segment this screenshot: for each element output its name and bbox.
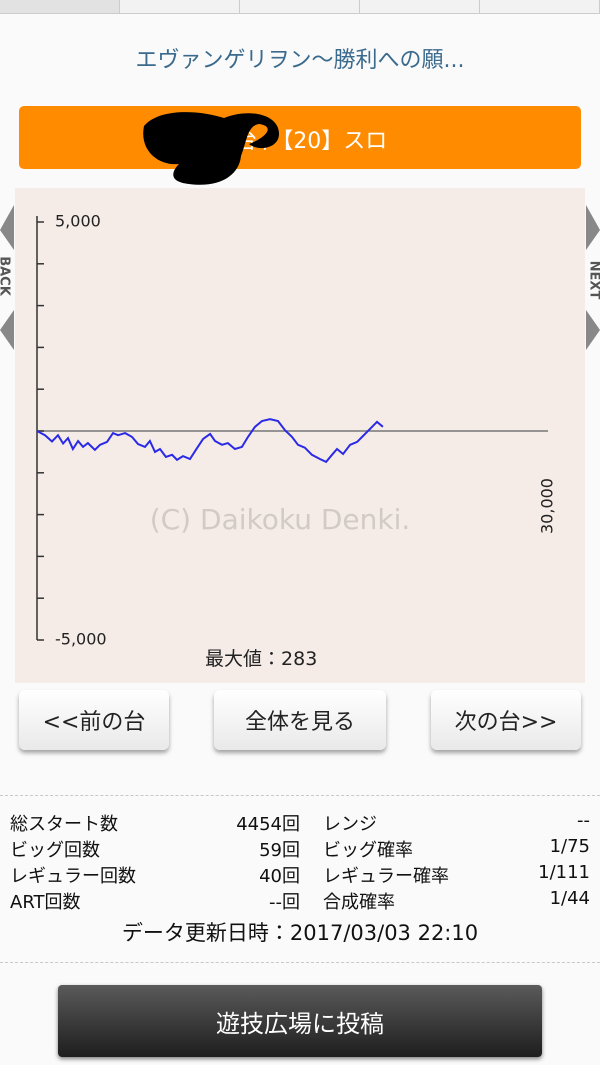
max-label: 最大値：283 xyxy=(205,648,317,670)
arrow xyxy=(586,310,600,350)
stat-value: --回 xyxy=(269,892,300,913)
arrow xyxy=(586,205,600,250)
stat-label: レギュラー回数 xyxy=(10,866,136,887)
stat-label: レンジ xyxy=(323,814,377,835)
stat-label: ART回数 xyxy=(10,892,81,913)
y-tick-label: 5,000 xyxy=(55,212,101,231)
data-line xyxy=(36,418,384,464)
stat-label: ビッグ確率 xyxy=(323,840,413,861)
watermark: (C) Daikoku Denki. xyxy=(150,503,411,536)
stat-label: 総スタート数 xyxy=(10,814,118,835)
scribble xyxy=(143,112,279,185)
chart: (C) Daikoku Denki. 5,000 -5,000 30,000 最大値：… xyxy=(15,188,585,683)
all-button[interactable]: 全体を見る xyxy=(214,690,386,750)
arrow xyxy=(0,205,14,250)
stat-label: レギュラー確率 xyxy=(323,866,449,887)
post-button[interactable]: 遊技広場に投稿 xyxy=(58,985,542,1057)
machine-title: エヴァンゲリヲン〜勝利への願... xyxy=(135,48,465,73)
arrow xyxy=(0,310,14,350)
stat-value: 59回 xyxy=(259,840,300,861)
update-time: データ更新日時：2017/03/03 22:10 xyxy=(121,921,479,945)
back-arrow[interactable]: BACK xyxy=(0,200,16,360)
next-label: NEXT xyxy=(587,261,600,300)
stat-value: 40回 xyxy=(259,866,300,887)
redaction xyxy=(143,112,279,185)
x-tick-label: 30,000 xyxy=(538,478,557,534)
max-label-text: 最大値： xyxy=(205,648,281,670)
separator xyxy=(0,795,600,796)
tab[interactable] xyxy=(360,0,480,14)
stat-value: 1/75 xyxy=(549,836,590,857)
stat-label: 合成確率 xyxy=(323,892,395,913)
stat-value: 1/111 xyxy=(538,862,590,883)
stat-value: 1/44 xyxy=(549,888,590,909)
next-button[interactable]: 次の台>> xyxy=(431,690,581,750)
tab[interactable] xyxy=(480,0,600,14)
next-arrow[interactable]: NEXT xyxy=(584,200,600,360)
prev-button[interactable]: <<前の台 xyxy=(19,690,169,750)
max-value: 283 xyxy=(281,648,317,670)
stat-value: -- xyxy=(577,810,590,831)
separator xyxy=(0,962,600,963)
tab[interactable] xyxy=(240,0,360,14)
y-tick-label: -5,000 xyxy=(55,630,107,649)
machine-bar: 番台 /【20】スロ xyxy=(19,106,581,185)
tab[interactable] xyxy=(120,0,240,14)
back-label: BACK xyxy=(0,256,12,297)
stat-label: ビッグ回数 xyxy=(10,840,100,861)
stat-value: 4454回 xyxy=(236,814,300,835)
tab[interactable] xyxy=(0,0,120,14)
